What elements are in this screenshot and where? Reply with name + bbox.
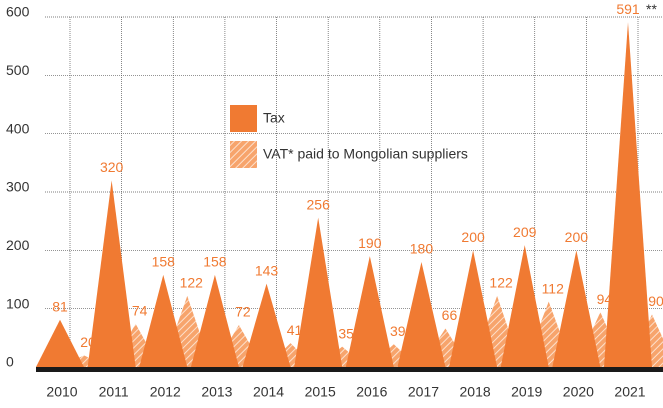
tax-peak	[345, 256, 394, 367]
x-axis	[36, 367, 663, 372]
x-tick-label: 2021	[614, 384, 645, 400]
value-label: 81	[52, 298, 68, 314]
value-label: 35	[338, 325, 354, 341]
x-tick-label: 2016	[356, 384, 387, 400]
x-tick-label: 2015	[305, 384, 336, 400]
legend-swatch	[230, 105, 257, 132]
value-label: 41	[287, 322, 303, 338]
x-tick-label: 2013	[201, 384, 232, 400]
x-tick-label: 2019	[511, 384, 542, 400]
value-label: 190	[358, 235, 382, 251]
tax-peak	[500, 245, 549, 367]
value-label: 90	[648, 293, 663, 309]
y-tick-label: 600	[6, 4, 30, 20]
y-tick-label: 300	[6, 179, 30, 195]
x-tick-label: 2017	[408, 384, 439, 400]
value-label: 591	[616, 1, 640, 17]
annotation: **	[646, 1, 657, 17]
legend-label: Tax	[263, 110, 285, 126]
tax-peak	[87, 180, 136, 367]
value-label: 256	[307, 196, 331, 212]
value-label: 209	[513, 224, 537, 240]
value-label: 122	[489, 275, 513, 291]
value-label: 112	[542, 280, 565, 296]
tax-peak	[190, 274, 239, 367]
x-tick-label: 2020	[563, 384, 594, 400]
tax-peak	[36, 319, 84, 367]
x-tick-label: 2014	[253, 384, 284, 400]
y-tick-label: 400	[6, 120, 30, 136]
value-label: 66	[442, 307, 458, 323]
x-tick-label: 2011	[99, 384, 129, 400]
tax-peak	[139, 274, 188, 367]
value-label: 72	[235, 304, 251, 320]
legend-swatch	[230, 141, 257, 168]
tax-peak	[397, 262, 446, 367]
y-tick-label: 500	[6, 62, 30, 78]
tax-peak	[604, 22, 652, 367]
x-tick-label: 2012	[150, 384, 181, 400]
tax-peak	[242, 283, 291, 367]
tax-peak	[449, 250, 498, 367]
value-label: 320	[100, 159, 124, 175]
tax-peak	[294, 217, 343, 367]
value-label: 200	[565, 229, 589, 245]
y-tick-label: 100	[6, 295, 30, 311]
value-label: 180	[410, 241, 434, 257]
value-label: 74	[132, 303, 148, 319]
legend-label: VAT* paid to Mongolian suppliers	[263, 146, 468, 162]
value-label: 94	[597, 291, 613, 307]
y-tick-label: 200	[6, 237, 30, 253]
value-label: 122	[180, 275, 204, 291]
x-tick-label: 2018	[460, 384, 491, 400]
tax-peak	[552, 250, 601, 367]
value-label: 200	[461, 229, 485, 245]
y-tick-label: 0	[6, 354, 14, 370]
value-label: 158	[203, 254, 227, 270]
x-tick-label: 2010	[46, 384, 77, 400]
value-label: 158	[152, 254, 176, 270]
value-label: 39	[390, 323, 406, 339]
value-label: 143	[255, 262, 279, 278]
